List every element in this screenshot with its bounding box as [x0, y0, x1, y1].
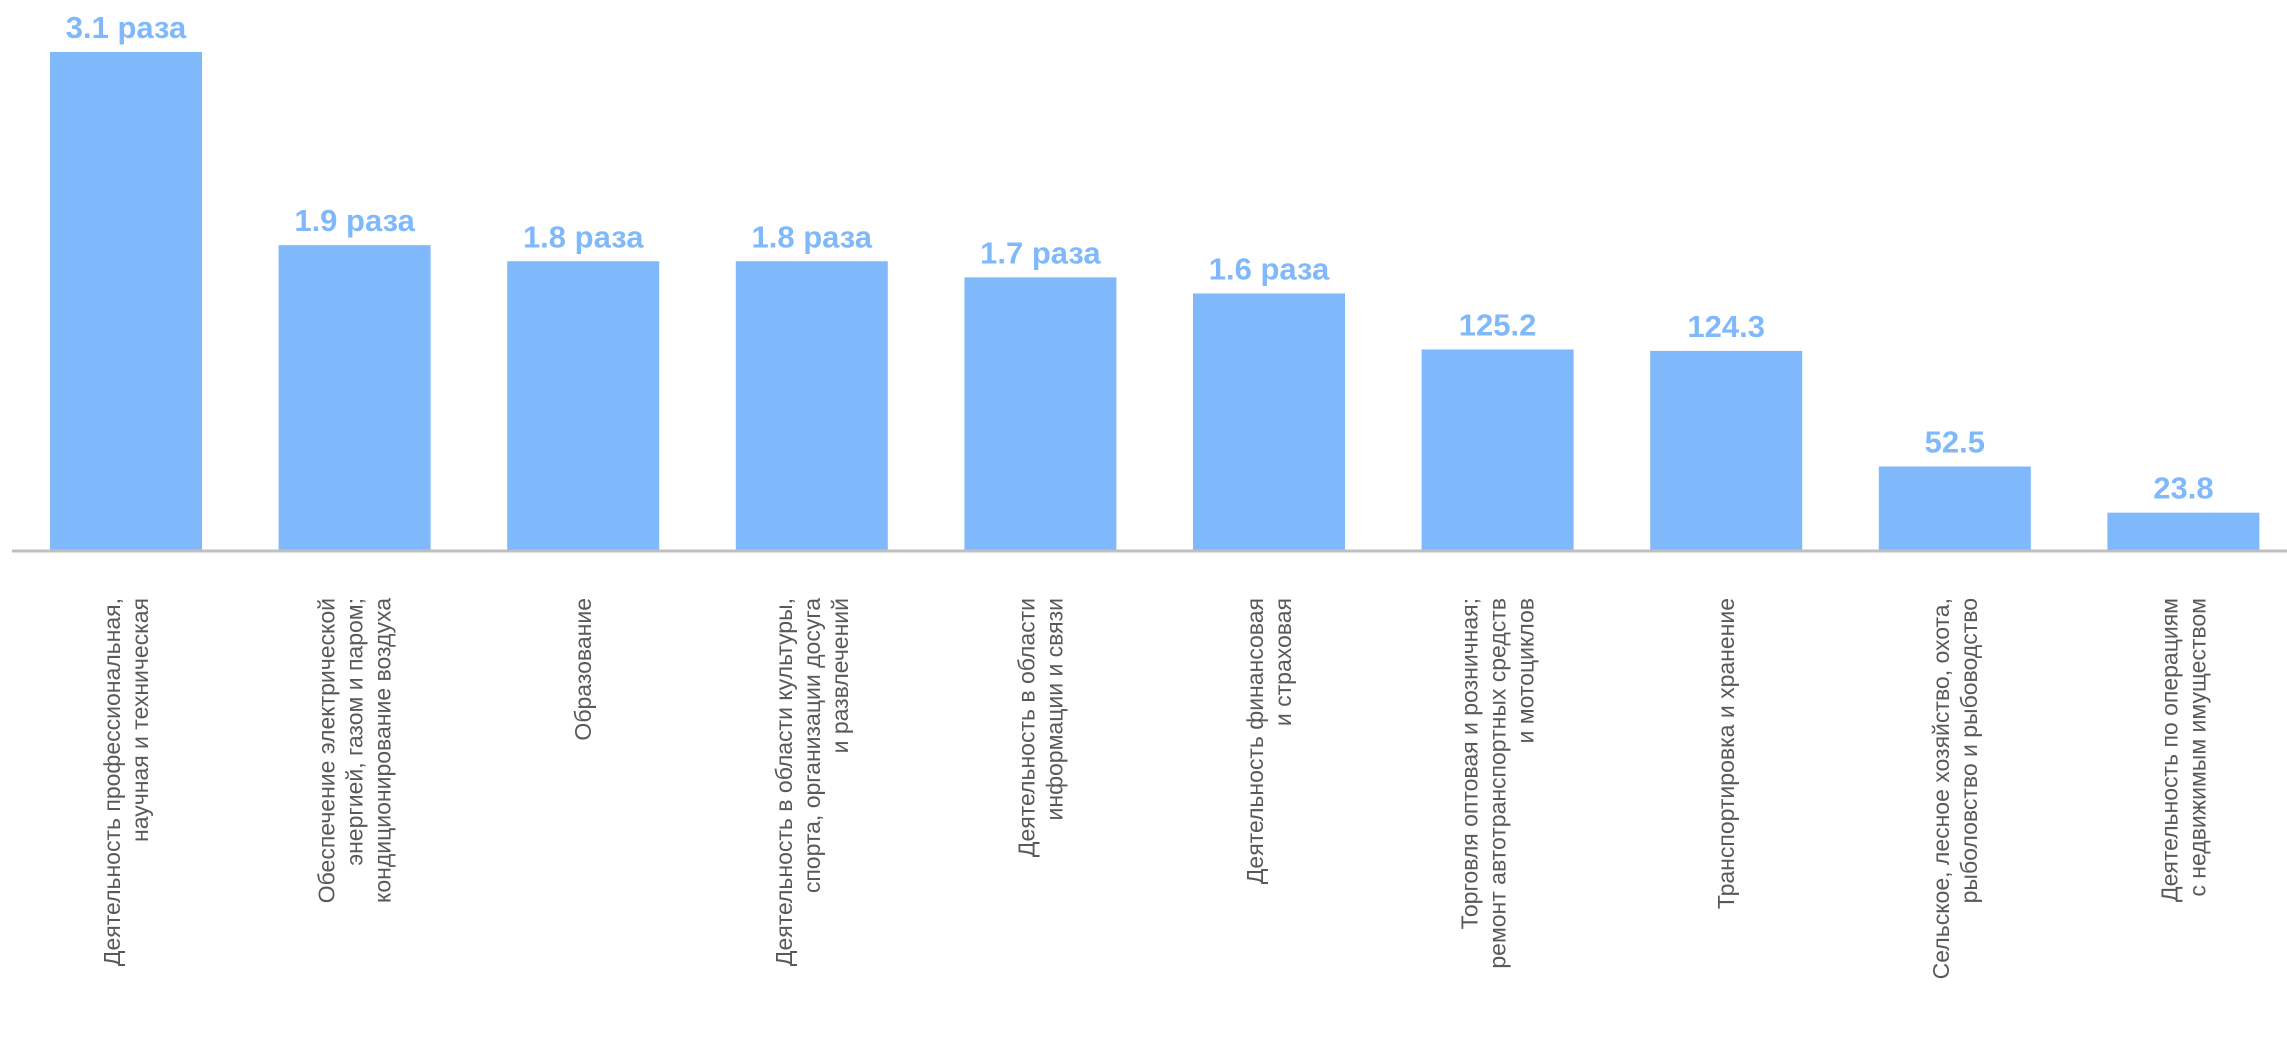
- category-label-2: Обеспечение электрической энергией, газом…: [314, 598, 396, 903]
- bar-value-label-4: 1.8 раза: [752, 219, 873, 254]
- category-label-line: Деятельность в области: [1013, 598, 1039, 857]
- category-label-line: Транспортировка и хранение: [1713, 598, 1739, 909]
- bar-value-label-9: 52.5: [1925, 424, 1985, 459]
- category-label-10: Деятельность по операциям с недвижимым им…: [2156, 598, 2210, 902]
- bar-2: [278, 245, 431, 551]
- category-label-9: Сельское, лесное хозяйство, охота, рыболо…: [1928, 598, 1982, 979]
- category-label-3: Образование: [570, 598, 596, 741]
- category-label-line: Торговля оптовая и розничная;: [1457, 598, 1483, 929]
- category-label-line: Деятельность по операциям: [2156, 598, 2182, 902]
- value-labels-group: 3.1 раза 1.9 раза 1.8 раза 1.8 раза 1.7 раза…: [66, 10, 2214, 506]
- category-label-line: и мотоциклов: [1513, 598, 1539, 743]
- category-label-4: Деятельность в области культуры, спорта, …: [771, 598, 853, 966]
- bar-5: [964, 277, 1117, 551]
- category-label-line: и страховая: [1270, 598, 1296, 726]
- bar-value-label-3: 1.8 раза: [523, 219, 644, 254]
- bars-group: [50, 52, 2260, 551]
- bar-10: [2107, 512, 2260, 551]
- category-labels-group: Деятельность профессиональная, научная и …: [99, 598, 2210, 980]
- bar-value-label-5: 1.7 раза: [980, 235, 1101, 270]
- bar-value-label-1: 3.1 раза: [66, 10, 187, 45]
- category-label-line: Деятельность в области культуры,: [771, 598, 797, 966]
- category-label-7: Торговля оптовая и розничная; ремонт авто…: [1457, 598, 1539, 969]
- category-label-line: спорта, организации досуга: [799, 598, 825, 893]
- category-label-line: ремонт автотранспортных средств: [1485, 598, 1511, 969]
- category-label-line: Образование: [570, 598, 596, 741]
- bar-value-label-8: 124.3: [1687, 309, 1765, 344]
- bar-value-label-2: 1.9 раза: [294, 203, 415, 238]
- category-label-line: Деятельность финансовая: [1242, 598, 1268, 884]
- category-label-line: и развлечений: [827, 598, 853, 753]
- bar-8: [1650, 350, 1803, 551]
- bar-4: [735, 261, 888, 551]
- category-label-8: Транспортировка и хранение: [1713, 598, 1739, 909]
- bar-9: [1878, 466, 2031, 551]
- bar-7: [1421, 349, 1574, 551]
- bar-value-label-7: 125.2: [1459, 307, 1537, 342]
- category-label-line: энергией, газом и паром;: [342, 598, 368, 866]
- category-label-5: Деятельность в области информации и связи: [1013, 598, 1067, 857]
- bar-6: [1193, 293, 1345, 551]
- bar-3: [507, 261, 660, 551]
- category-label-line: Обеспечение электрической: [314, 598, 340, 903]
- category-label-line: научная и техническая: [127, 598, 153, 842]
- category-label-line: Сельское, лесное хозяйство, охота,: [1928, 598, 1954, 979]
- category-label-line: Деятельность профессиональная,: [99, 598, 125, 966]
- category-label-line: с недвижимым имуществом: [2184, 598, 2210, 897]
- category-label-line: рыболовство и рыбоводство: [1956, 598, 1982, 903]
- category-label-line: информации и связи: [1041, 598, 1067, 820]
- bar-value-label-6: 1.6 раза: [1209, 251, 1330, 286]
- category-label-1: Деятельность профессиональная, научная и …: [99, 598, 153, 966]
- bar-1: [50, 52, 202, 551]
- bar-value-label-10: 23.8: [2153, 471, 2213, 506]
- category-label-6: Деятельность финансовая и страховая: [1242, 598, 1296, 884]
- category-label-line: кондиционирование воздуха: [370, 598, 396, 903]
